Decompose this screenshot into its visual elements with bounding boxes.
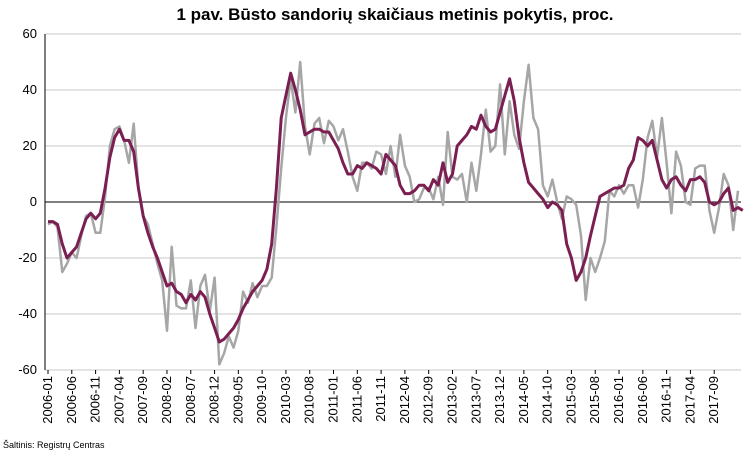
- y-tick-label: -60: [18, 362, 37, 377]
- x-tick-label: 2012-09: [421, 376, 436, 424]
- chart-title: 1 pav. Būsto sandorių skaičiaus metinis …: [176, 5, 613, 24]
- y-tick-label: 20: [23, 138, 37, 153]
- y-tick-label: 0: [30, 194, 37, 209]
- x-tick-label: 2013-12: [492, 376, 507, 424]
- x-tick-label: 2009-10: [254, 376, 269, 424]
- gridlines: [45, 33, 741, 371]
- y-tick-label: 40: [23, 82, 37, 97]
- x-tick-labels: 2006-01 2006-06 2006-11 2007-04 2007-09 2008-…: [40, 370, 721, 424]
- source-note: Šaltinis: Registrų Centras: [3, 440, 105, 450]
- x-tick-label: 2013-07: [468, 376, 483, 424]
- x-tick-label: 2012-04: [397, 376, 412, 424]
- x-tick-label: 2008-02: [159, 376, 174, 424]
- series-lines: [47, 60, 744, 366]
- x-tick-label: 2011-06: [349, 376, 364, 423]
- x-tick-label: 2015-03: [563, 376, 578, 424]
- x-tick-label: 2008-12: [207, 376, 222, 424]
- x-tick-label: 2006-06: [64, 376, 79, 424]
- series-line-2: [48, 71, 744, 344]
- y-tick-label: 60: [23, 26, 37, 41]
- x-tick-label: 2007-09: [135, 376, 150, 424]
- x-tick-label: 2011-01: [326, 376, 341, 423]
- x-tick-label: 2016-06: [635, 376, 650, 424]
- x-tick-label: 2006-01: [40, 376, 55, 424]
- x-tick-label: 2017-04: [682, 376, 697, 424]
- y-tick-labels: -60 -40 -20 0 20 40 60: [18, 26, 37, 377]
- x-tick-label: 2014-05: [516, 376, 531, 424]
- series-line-1: [47, 60, 740, 366]
- x-tick-label: 2010-03: [278, 376, 293, 424]
- x-tick-label: 2009-05: [230, 376, 245, 424]
- x-tick-label: 2011-11: [373, 376, 388, 422]
- x-tick-label: 2016-11: [659, 376, 674, 423]
- x-tick-label: 2006-11: [88, 376, 103, 423]
- y-tick-label: -20: [18, 250, 37, 265]
- x-tick-label: 2008-07: [183, 376, 198, 424]
- x-tick-label: 2016-01: [611, 376, 626, 424]
- x-tick-label: 2014-10: [540, 376, 555, 424]
- x-tick-label: 2007-04: [111, 376, 126, 424]
- x-tick-label: 2017-09: [706, 376, 721, 424]
- x-tick-label: 2015-08: [587, 376, 602, 424]
- x-tick-label: 2013-02: [444, 376, 459, 424]
- x-tick-label: 2010-08: [302, 376, 317, 424]
- y-tick-label: -40: [18, 306, 37, 321]
